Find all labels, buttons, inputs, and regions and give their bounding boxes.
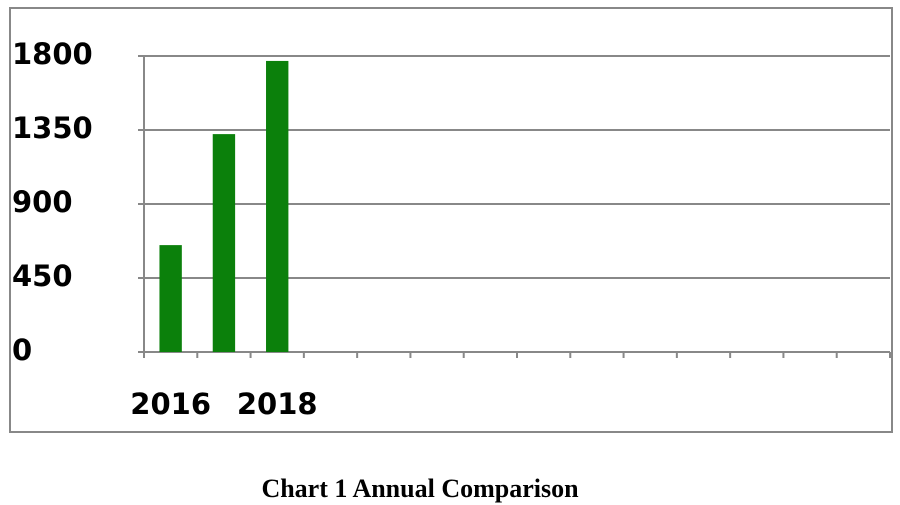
chart-title: Chart 1 Annual Comparison — [261, 474, 579, 503]
y-tick-label: 1350 — [12, 111, 93, 145]
bar — [266, 60, 289, 352]
x-tick-label: 2018 — [237, 387, 318, 421]
y-tick-label: 0 — [12, 333, 32, 367]
y-tick-label: 450 — [12, 259, 73, 293]
y-tick-label: 900 — [12, 185, 73, 219]
bar — [212, 134, 236, 352]
bar — [159, 245, 182, 352]
x-tick-label: 2016 — [130, 387, 211, 421]
y-tick-label: 1800 — [12, 37, 93, 71]
chart-frame — [9, 7, 893, 433]
